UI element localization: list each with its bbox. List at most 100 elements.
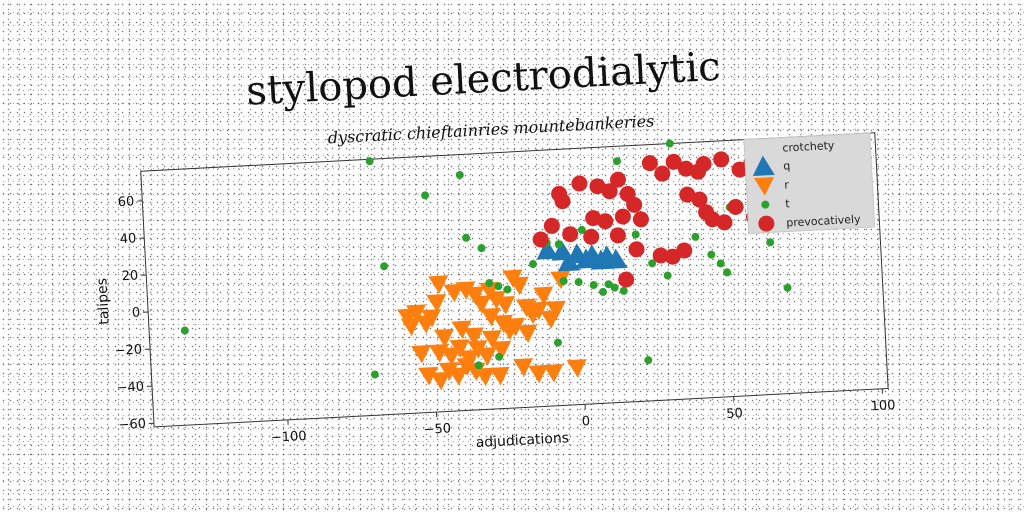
point-t-3 [421, 191, 430, 200]
point-t-36 [766, 238, 775, 247]
legend-marker-r [753, 177, 774, 196]
point-t-13 [503, 285, 512, 294]
point-prevocatively-11 [665, 153, 682, 170]
x-tick-label-2: 0 [581, 414, 590, 429]
point-r-25 [449, 339, 470, 358]
point-t-24 [631, 230, 640, 239]
point-t-10 [553, 338, 562, 347]
point-t-8 [474, 361, 483, 370]
point-r-5 [426, 293, 447, 313]
point-t-40 [783, 283, 792, 292]
point-r-9 [464, 286, 485, 305]
point-r-45 [480, 307, 501, 327]
point-prevocatively-39 [532, 231, 549, 248]
point-r-38 [456, 357, 477, 376]
point-r-42 [528, 364, 549, 384]
point-prevocatively-30 [583, 228, 600, 245]
point-r-4 [415, 314, 436, 334]
point-prevocatively-24 [727, 198, 744, 215]
point-r-33 [463, 327, 484, 346]
legend-marker-q [752, 155, 775, 177]
y-tick-label-0: −60 [118, 417, 146, 433]
y-tick-label-2: −20 [114, 343, 142, 359]
y-tick-label-6: 60 [117, 194, 134, 210]
plot-area-frame [140, 132, 889, 428]
point-r-44 [566, 359, 587, 378]
point-prevocatively-15 [713, 151, 730, 168]
point-q-6 [575, 248, 598, 269]
legend-box [743, 132, 876, 235]
point-prevocatively-32 [628, 241, 645, 258]
legend-label-q: q [783, 159, 791, 172]
point-r-18 [527, 301, 548, 321]
x-axis-label: adjudications [475, 430, 569, 451]
legend-label-t: t [785, 197, 791, 210]
point-r-47 [504, 317, 525, 337]
point-r-40 [474, 367, 495, 387]
point-t-15 [574, 278, 583, 287]
x-axis-ticks: −100 −50 0 50 100 [271, 388, 896, 446]
y-tick-label-3: 0 [132, 305, 141, 320]
x-tick-label-4: 100 [870, 398, 896, 414]
point-r-6 [428, 275, 449, 294]
point-prevocatively-36 [585, 210, 602, 227]
point-r-49 [411, 344, 432, 364]
legend-title: crotchety [782, 139, 835, 155]
point-t-18 [554, 240, 563, 249]
point-r-27 [467, 340, 488, 359]
point-r-32 [451, 320, 472, 340]
point-r-10 [471, 295, 492, 314]
x-tick-label-3: 50 [726, 406, 743, 422]
point-r-15 [508, 276, 529, 296]
point-r-37 [447, 367, 468, 386]
point-r-41 [513, 358, 534, 377]
point-r-43 [543, 364, 564, 383]
point-prevocatively-7 [626, 196, 643, 213]
legend-marker-prevocatively [758, 215, 775, 232]
point-t-25 [648, 259, 657, 268]
y-tick-label-4: 20 [121, 268, 138, 284]
point-t-42 [619, 286, 628, 295]
point-prevocatively-23 [716, 214, 733, 231]
point-prevocatively-10 [654, 165, 671, 182]
point-q-5 [558, 251, 581, 272]
point-prevocatively-28 [543, 217, 560, 234]
point-r-13 [494, 295, 515, 315]
point-r-34 [418, 366, 439, 386]
point-t-7 [370, 370, 379, 379]
chart-subtitle: dyscratic chieftainries mountebankeries [327, 111, 654, 147]
point-r-7 [443, 283, 464, 303]
point-r-24 [440, 347, 461, 366]
point-prevocatively-8 [632, 211, 649, 228]
point-r-29 [481, 330, 502, 349]
point-prevocatively-2 [571, 175, 588, 192]
point-q-0 [536, 239, 559, 260]
point-r-20 [545, 300, 566, 320]
point-r-8 [455, 281, 476, 300]
point-r-30 [491, 340, 512, 360]
point-r-51 [434, 328, 455, 348]
point-t-4 [455, 170, 464, 179]
point-r-35 [430, 371, 451, 391]
point-t-1 [365, 157, 374, 166]
point-t-32 [723, 268, 732, 277]
point-prevocatively-3 [589, 178, 606, 195]
point-t-20 [604, 280, 613, 289]
legend-entries: qrt prevocatively [752, 155, 861, 232]
point-r-28 [476, 347, 497, 366]
legend-marker-t [761, 200, 770, 209]
legend: crotchety qrt prevocatively [743, 132, 876, 235]
point-t-23 [612, 157, 621, 166]
point-prevocatively-22 [704, 211, 721, 228]
point-prevocatively-12 [677, 160, 694, 177]
point-r-11 [479, 281, 500, 301]
point-t-26 [663, 271, 672, 280]
point-t-22 [610, 283, 619, 292]
data-marks [180, 139, 818, 391]
point-r-3 [400, 317, 421, 337]
point-t-19 [577, 225, 586, 234]
point-t-30 [707, 250, 716, 259]
point-t-27 [665, 139, 674, 148]
legend-label-prevocatively: prevocatively [786, 213, 861, 230]
x-tick-label-1: −50 [423, 421, 451, 437]
